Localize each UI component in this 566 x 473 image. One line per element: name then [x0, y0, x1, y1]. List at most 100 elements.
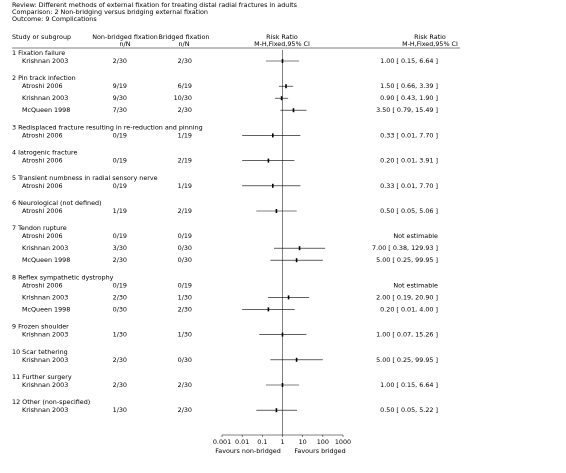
x-tick-label: 10 [299, 438, 307, 446]
events-1: 7/30 [113, 106, 127, 114]
study-name: Atroshi 2006 [22, 157, 63, 165]
events-2: 2/30 [178, 57, 192, 65]
study-name: Krishnan 2003 [22, 356, 68, 364]
effect-label: 5.00 [ 0.25, 99.95 ] [376, 256, 438, 264]
x-tick-label: 1000 [335, 438, 351, 446]
column-header: n/N [120, 40, 131, 48]
effect-label: 0.33 [ 0.01, 7.70 ] [380, 182, 438, 190]
point-estimate [287, 295, 290, 300]
study-name: Krishnan 2003 [22, 57, 68, 65]
effect-label: 0.50 [ 0.05, 5.06 ] [380, 207, 438, 215]
point-estimate [267, 307, 270, 312]
events-1: 0/19 [113, 281, 127, 289]
column-header: Risk Ratio [266, 33, 298, 41]
events-1: 1/30 [113, 331, 127, 339]
group-title: 5 Transient numbness in radial sensory n… [12, 174, 158, 182]
group-title: 4 Iatrogenic fracture [12, 149, 78, 157]
study-name: McQueen 1998 [22, 305, 70, 313]
events-1: 2/30 [113, 356, 127, 364]
point-estimate [298, 246, 301, 251]
events-2: 2/19 [178, 157, 192, 165]
group-title: 9 Frozen shoulder [12, 323, 69, 331]
events-1: 2/30 [113, 57, 127, 65]
events-1: 0/19 [113, 182, 127, 190]
point-estimate [292, 108, 295, 113]
effect-label: Not estimable [393, 281, 438, 289]
header-line: Outcome: 9 Complications [12, 15, 97, 23]
events-2: 0/30 [178, 256, 192, 264]
x-tick-label: 1 [280, 438, 284, 446]
study-name: Atroshi 2006 [22, 82, 63, 90]
effect-label: 1.50 [ 0.66, 3.39 ] [380, 82, 438, 90]
group-title: 11 Further surgery [12, 373, 72, 381]
column-header: Study or subgroup [12, 33, 71, 41]
header-line: Comparison: 2 Non-bridging versus bridgi… [12, 8, 208, 16]
x-tick-label: 0.1 [257, 438, 267, 446]
favours-right: Favours bridged [294, 447, 345, 455]
column-header: M-H,Fixed,95% CI [254, 40, 310, 48]
events-2: 2/30 [178, 305, 192, 313]
study-name: Krishnan 2003 [22, 331, 68, 339]
point-estimate [285, 84, 287, 89]
effect-label: 5.00 [ 0.25, 99.95 ] [376, 356, 438, 364]
events-1: 9/30 [113, 94, 127, 102]
study-name: Atroshi 2006 [22, 281, 63, 289]
events-1: 0/19 [113, 131, 127, 139]
point-estimate [281, 383, 284, 387]
study-name: Krishnan 2003 [22, 94, 68, 102]
group-title: 12 Other (non-specified) [12, 398, 90, 406]
group-title: 1 Fixation failure [12, 49, 65, 57]
effect-label: 0.20 [ 0.01, 4.00 ] [380, 305, 438, 313]
point-estimate [267, 158, 270, 163]
point-estimate [295, 258, 298, 263]
effect-label: 0.50 [ 0.05, 5.22 ] [380, 406, 438, 414]
point-estimate [271, 133, 274, 138]
column-header: M-H,Fixed,95% CI [402, 40, 458, 48]
group-title: 3 Redisplaced fracture resulting in re-r… [12, 123, 203, 131]
point-estimate [281, 59, 284, 63]
events-2: 0/30 [178, 356, 192, 364]
study-name: Krishnan 2003 [22, 381, 68, 389]
column-header: n/N [179, 40, 190, 48]
column-header: Non-bridged fixation [92, 33, 158, 41]
study-name: McQueen 1998 [22, 106, 70, 114]
events-2: 1/19 [178, 131, 192, 139]
events-2: 1/19 [178, 182, 192, 190]
events-2: 1/30 [178, 331, 192, 339]
events-1: 9/19 [113, 82, 127, 90]
group-title: 7 Tendon rupture [12, 224, 67, 232]
group-title: 2 Pin track infection [12, 74, 76, 82]
x-tick-label: 0.001 [213, 438, 231, 446]
effect-label: 0.90 [ 0.43, 1.90 ] [380, 94, 438, 102]
effect-label: 1.00 [ 0.15, 6.64 ] [380, 381, 438, 389]
x-tick-label: 100 [317, 438, 329, 446]
study-name: McQueen 1998 [22, 256, 70, 264]
study-name: Krishnan 2003 [22, 293, 68, 301]
study-name: Atroshi 2006 [22, 131, 63, 139]
column-header: Bridged fixation [159, 33, 210, 41]
events-2: 2/19 [178, 207, 192, 215]
events-1: 0/19 [113, 232, 127, 240]
events-1: 1/19 [113, 207, 127, 215]
effect-label: 1.00 [ 0.15, 6.64 ] [380, 57, 438, 65]
events-2: 0/30 [178, 244, 192, 252]
events-2: 0/19 [178, 281, 192, 289]
point-estimate [275, 408, 278, 413]
events-2: 2/30 [178, 381, 192, 389]
favours-left: Favours non-bridged [215, 447, 281, 455]
events-1: 2/30 [113, 256, 127, 264]
events-2: 0/19 [178, 232, 192, 240]
effect-label: 0.33 [ 0.01, 7.70 ] [380, 131, 438, 139]
events-1: 2/30 [113, 381, 127, 389]
point-estimate [271, 183, 274, 188]
header-line: Review: Different methods of external fi… [12, 1, 298, 9]
events-2: 2/30 [178, 406, 192, 414]
events-1: 0/19 [113, 157, 127, 165]
point-estimate [281, 332, 284, 337]
study-name: Krishnan 2003 [22, 406, 68, 414]
events-2: 1/30 [178, 293, 192, 301]
events-1: 3/30 [113, 244, 127, 252]
effect-label: 3.50 [ 0.79, 15.49 ] [376, 106, 438, 114]
effect-label: 2.00 [ 0.19, 20.90 ] [376, 293, 438, 301]
